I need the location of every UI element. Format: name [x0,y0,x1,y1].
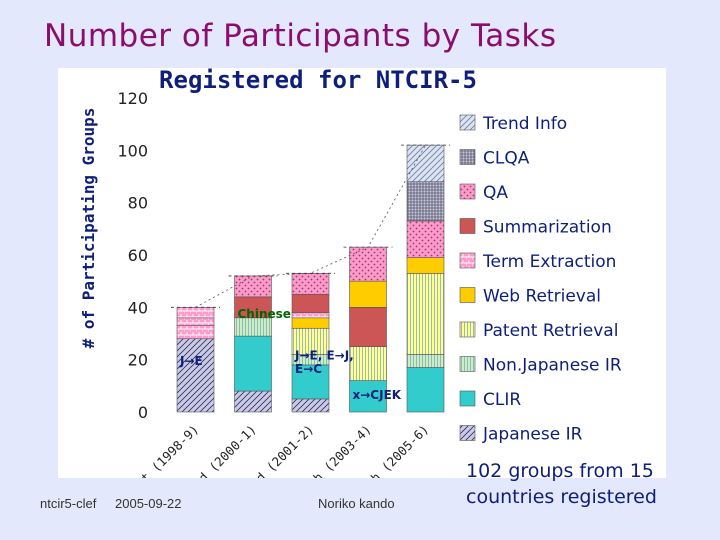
chart-annotation: E→C [295,362,322,376]
chart-annotation: J→E, E→J, [294,349,354,363]
bar-segment [349,346,387,381]
y-tick-label: 120 [117,89,148,108]
stacked-bar-chart: Registered for NTCIR-5 # of Participatin… [58,68,666,478]
bar-segment [406,220,445,258]
bar-segment [291,364,330,400]
bar-segment [234,390,272,413]
bar-segment [349,246,387,282]
y-tick-label: 0 [138,403,148,422]
y-tick-label: 80 [128,194,148,213]
bar-segment [291,293,330,313]
bar-group [286,272,335,413]
bar-segment [349,307,387,347]
legend-item: Patent Retrieval [459,321,618,341]
bar-group [401,144,450,413]
legend-label: Term Extraction [482,252,616,272]
footer-date: 2005-09-22 [115,496,182,511]
legend-swatch [459,390,476,407]
legend-swatch [459,252,476,269]
bar-group [343,246,393,413]
legend-swatch [459,149,476,165]
bar-segment [176,338,215,413]
chart-title: Registered for NTCIR-5 [159,68,477,94]
legend-label: Non.Japanese IR [483,356,622,376]
legend-item: Non.Japanese IR [459,356,622,376]
bar-segment [291,317,330,329]
legend-label: Web Retrieval [483,287,601,307]
y-tick-label: 20 [128,351,148,370]
legend-item: Web Retrieval [459,287,601,307]
bar-segment [291,327,330,355]
legend-label: CLQA [483,149,530,169]
bar-group [228,275,278,413]
bar-segment [291,312,330,319]
legend-label: Patent Retrieval [483,321,618,341]
slide-title: Number of Participants by Tasks [44,18,557,54]
trend-line [195,144,426,308]
legend-item: CLIR [459,390,521,410]
bar-segment [406,367,445,413]
legend-swatch [459,356,476,372]
legend-label: CLIR [483,390,521,410]
y-axis-label: # of Participating Groups [79,108,98,349]
legend-item: Summarization [459,218,612,238]
legend-item: Japanese IR [459,425,583,445]
legend-item: Trend Info [459,114,567,134]
legend-item: QA [459,183,508,203]
summary-note-number: 102 [466,460,503,482]
legend-swatch [459,183,476,200]
bar-segment [291,273,330,295]
legend-swatch [459,425,476,441]
bar-segment [406,181,445,222]
legend-swatch [459,218,476,234]
bar-segment [176,317,215,326]
bar-segment [349,380,387,413]
bar-segment [406,144,445,183]
y-tick-label: 60 [128,246,148,265]
legend-swatch [459,114,476,131]
y-tick-label: 40 [128,298,148,317]
legend-swatch [459,321,476,338]
legend-item: CLQA [459,149,530,169]
summary-note-line2: countries registered [466,486,657,508]
bar-group [171,306,220,413]
legend-label: QA [483,183,508,203]
bar-segment [291,398,330,413]
y-tick-label: 100 [117,141,148,160]
legend-label: Summarization [483,218,612,238]
summary-note: 102 groups from 15 countries registered [466,458,706,510]
chart-annotation: Chinese [238,307,291,321]
legend-swatch [459,287,476,303]
bar-segment [349,280,387,308]
chart-annotation: x→CJEK [353,388,402,402]
bar-segment [176,325,215,340]
bar-segment [176,307,215,319]
legend-label: Japanese IR [482,425,583,445]
legend-item: Term Extraction [459,252,616,272]
bar-segment [234,275,272,298]
summary-note-text: groups from 15 [508,460,654,482]
summary-note-line1: 102 groups from 15 [466,458,706,484]
bar-segment [234,335,272,392]
chart-annotation: J→E [179,354,203,368]
footer-event: ntcir5-clef [40,496,97,511]
bar-segment [406,257,445,274]
legend-label: Trend Info [482,114,567,134]
footer-author: Noriko kando [318,496,395,511]
bar-segment [406,273,445,355]
bar-segment [406,354,445,368]
